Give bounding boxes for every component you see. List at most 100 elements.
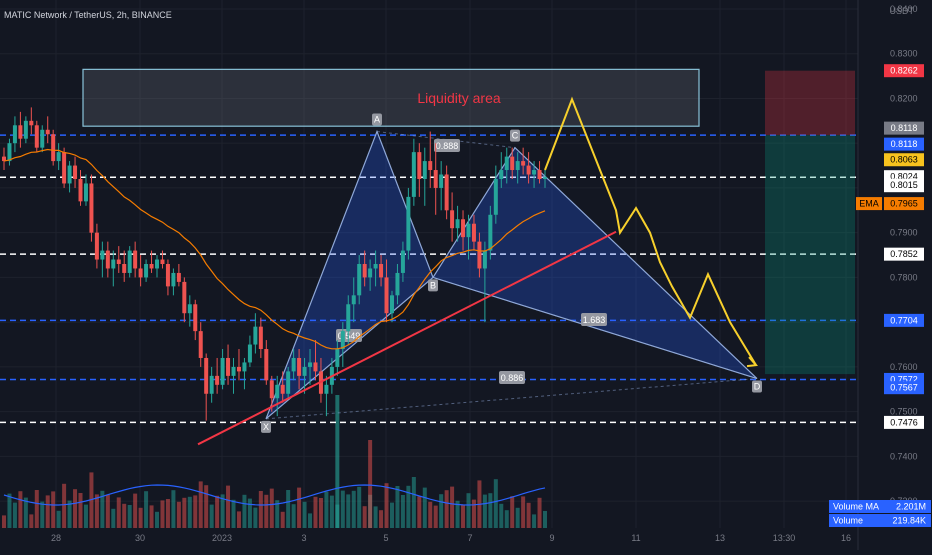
candle-body (258, 326, 263, 350)
volume-bar (209, 504, 214, 528)
grid (0, 0, 858, 528)
candle-body (204, 357, 209, 394)
volume-bar (231, 499, 236, 528)
volume-bar (362, 506, 367, 528)
volume-bar (116, 497, 121, 528)
pattern-point-x[interactable] (261, 420, 271, 433)
ratio-label: 0.549 (338, 331, 361, 341)
pattern-point-b[interactable] (428, 279, 438, 292)
volume-bar (384, 483, 389, 528)
volume-bar (351, 490, 356, 528)
price-tick-label: 0.8200 (890, 93, 918, 103)
volume-bar (105, 494, 110, 528)
position-box (765, 70, 855, 375)
candle-body (155, 259, 160, 269)
volume-bar (29, 514, 34, 528)
volume-bar (215, 495, 220, 528)
candle-body (2, 156, 6, 162)
price-tag (884, 137, 924, 151)
volume-bar (379, 510, 384, 528)
candle-body (133, 250, 138, 269)
volume-bar (510, 496, 515, 528)
volume-bar (444, 490, 449, 528)
candle-body (247, 344, 252, 363)
candle-body (411, 152, 416, 197)
price-levels (0, 134, 858, 424)
volume-bar (122, 503, 127, 528)
price-tag-value: 0.8118 (891, 123, 918, 133)
candle-body (7, 143, 12, 162)
candle-body (171, 272, 176, 287)
price-tag-value: 0.7965 (890, 199, 918, 209)
price-tick-label: 0.7400 (890, 451, 918, 461)
candle-body (510, 156, 515, 171)
candle-body (198, 331, 203, 358)
volume-bar (291, 504, 296, 528)
volume-bar (461, 504, 466, 528)
volume-bar (400, 495, 405, 528)
candle-body (226, 357, 231, 376)
volume-bar (73, 489, 78, 528)
time-tick-label: 3 (301, 533, 306, 543)
volume-bar (340, 490, 345, 528)
price-tag (884, 247, 924, 261)
price-tag-value: 0.7704 (890, 315, 918, 325)
candle-body (144, 264, 149, 278)
price-tag-value: 0.8262 (890, 66, 918, 76)
candle-body (231, 366, 236, 376)
candle-body (269, 380, 274, 399)
price-tag (884, 64, 924, 78)
price-tag-value: 0.8024 (890, 172, 918, 182)
liquidity-area: Liquidity area (82, 68, 700, 127)
pattern-point-label: B (430, 280, 436, 290)
volume-bar (83, 504, 88, 528)
pattern-point-c[interactable] (510, 129, 520, 142)
volume-bar (7, 493, 12, 528)
ratio-label: 0.888 (436, 141, 459, 151)
candle-body (340, 331, 345, 350)
price-tag (884, 178, 924, 192)
price-axis: 0.73000.74000.75000.76000.77000.78000.79… (857, 0, 918, 550)
price-tick-label: 0.7900 (890, 228, 918, 238)
price-tick-label: 0.8400 (890, 4, 918, 14)
candle-body (264, 349, 269, 381)
candle-body (286, 371, 291, 394)
candle-body (493, 178, 498, 215)
candle-body (406, 196, 411, 251)
candle-body (34, 125, 39, 148)
ema-tag-label: EMA (859, 199, 879, 209)
volume-bar (543, 510, 547, 528)
volume-bar (499, 503, 504, 528)
pattern-point-d[interactable] (752, 380, 762, 393)
trendline[interactable] (197, 230, 617, 446)
volume-bar (94, 494, 99, 528)
candle-body (111, 259, 116, 269)
pattern-point-a[interactable] (372, 113, 382, 126)
candle-body (357, 264, 362, 296)
volume-bar (40, 501, 45, 528)
candle-body (428, 161, 433, 171)
volume-bar (2, 515, 6, 528)
volume-bar (471, 499, 476, 528)
volume-bar (149, 505, 154, 528)
liquidity-box[interactable] (82, 68, 700, 127)
candle-body (236, 366, 241, 372)
volume-bar (537, 497, 542, 528)
volume-bar (286, 490, 291, 528)
candle-body (461, 219, 466, 238)
volume-bar (515, 507, 520, 528)
volume-bar (176, 501, 181, 528)
candle-body (160, 259, 165, 264)
candle-body (51, 134, 56, 162)
volume-bar (373, 506, 378, 528)
candle-body (395, 272, 400, 296)
volume-bar (275, 500, 280, 528)
candle-body (193, 304, 198, 332)
time-tick-label: 2023 (212, 533, 232, 543)
candle-body (187, 304, 192, 314)
price-tick-label: 0.7500 (890, 407, 918, 417)
volume-bar (318, 498, 323, 528)
candle-body (242, 362, 247, 372)
